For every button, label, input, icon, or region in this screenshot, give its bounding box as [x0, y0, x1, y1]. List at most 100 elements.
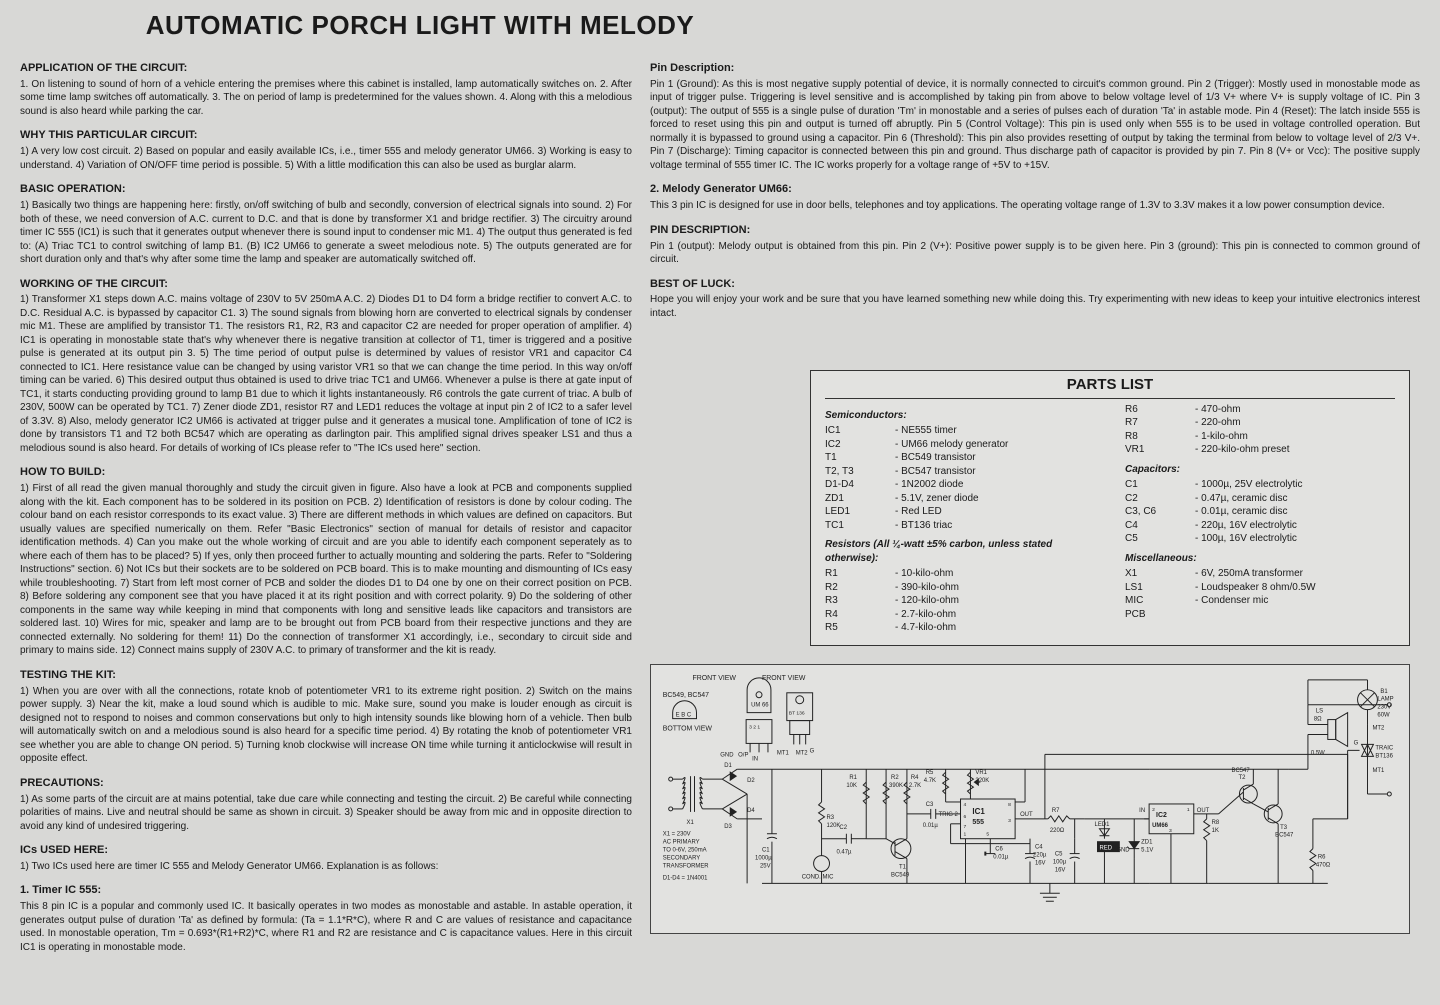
parts-val — [1195, 608, 1395, 622]
parts-row: T2, T3- BC547 transistor — [825, 465, 1095, 479]
parts-row: C1- 1000µ, 25V electrolytic — [1125, 478, 1395, 492]
svg-text:1: 1 — [963, 831, 966, 837]
svg-text:RED: RED — [1099, 845, 1112, 851]
parts-ref: IC1 — [825, 424, 895, 438]
parts-ref: R2 — [825, 581, 895, 595]
svg-text:IC1: IC1 — [972, 807, 985, 816]
parts-misc-head: Miscellaneous: — [1125, 552, 1395, 566]
svg-text:230V: 230V — [1377, 704, 1391, 710]
svg-text:BC549: BC549 — [891, 872, 910, 878]
svg-text:390K: 390K — [889, 783, 903, 789]
svg-text:2: 2 — [1152, 807, 1155, 813]
svg-text:T1: T1 — [899, 864, 907, 870]
svg-text:16V: 16V — [1035, 860, 1046, 866]
parts-left-col: Semiconductors: IC1- NE555 timerIC2- UM6… — [825, 403, 1095, 635]
parts-ref: R4 — [825, 608, 895, 622]
section-heading-testing: TESTING THE KIT: — [20, 668, 632, 683]
parts-val: - BC547 transistor — [895, 465, 1095, 479]
parts-val: - NE555 timer — [895, 424, 1095, 438]
body-testing: 1) When you are over with all the connec… — [20, 685, 632, 766]
parts-right-col: R6- 470-ohmR7- 220-ohmR8- 1-kilo-ohmVR1-… — [1125, 403, 1395, 635]
parts-val: - 470-ohm — [1195, 403, 1395, 417]
parts-val: - 6V, 250mA transformer — [1195, 567, 1395, 581]
schematic-in: IN — [752, 756, 758, 762]
parts-val: - 2.7-kilo-ohm — [895, 608, 1095, 622]
parts-ref: LS1 — [1125, 581, 1195, 595]
body-ics: 1) Two ICs used here are timer IC 555 an… — [20, 860, 632, 874]
parts-val: - 120-kilo-ohm — [895, 594, 1095, 608]
section-heading-working: WORKING OF THE CIRCUIT: — [20, 277, 632, 292]
parts-val: - 220-kilo-ohm preset — [1195, 443, 1395, 457]
svg-text:120K: 120K — [827, 823, 841, 829]
parts-row: VR1- 220-kilo-ohm preset — [1125, 443, 1395, 457]
svg-text:1K: 1K — [1212, 827, 1219, 833]
body-pindesc: Pin 1 (Ground): As this is most negative… — [650, 78, 1420, 173]
svg-text:16V: 16V — [1055, 867, 1066, 873]
schematic-op: O/P — [738, 752, 748, 758]
parts-val: - Condenser mic — [1195, 594, 1395, 608]
section-heading-555: 1. Timer IC 555: — [20, 883, 632, 898]
svg-text:100µ: 100µ — [1053, 859, 1067, 865]
svg-text:1000µ: 1000µ — [755, 855, 772, 861]
schematic-g: G — [810, 748, 815, 754]
svg-text:C1: C1 — [762, 847, 770, 853]
section-heading-precautions: PRECAUTIONS: — [20, 776, 632, 791]
svg-text:SECONDARY: SECONDARY — [663, 855, 701, 861]
parts-list-box: PARTS LIST Semiconductors: IC1- NE555 ti… — [810, 370, 1410, 645]
svg-text:C6: C6 — [995, 846, 1003, 852]
svg-text:MT2: MT2 — [1372, 725, 1384, 731]
svg-text:C3: C3 — [926, 802, 934, 808]
svg-text:D2: D2 — [747, 778, 755, 784]
parts-row: R2- 390-kilo-ohm — [825, 581, 1095, 595]
svg-text:5.1V: 5.1V — [1141, 847, 1153, 853]
body-why: 1) A very low cost circuit. 2) Based on … — [20, 145, 632, 172]
parts-ref: IC2 — [825, 438, 895, 452]
svg-text:G: G — [1354, 740, 1359, 746]
svg-text:3: 3 — [1008, 818, 1011, 824]
right-column: Pin Description: Pin 1 (Ground): As this… — [650, 51, 1420, 958]
svg-text:TRANSFORMER: TRANSFORMER — [663, 863, 710, 869]
parts-row: C2- 0.47µ, ceramic disc — [1125, 492, 1395, 506]
parts-ref: R7 — [1125, 416, 1195, 430]
parts-cap-head: Capacitors: — [1125, 463, 1395, 477]
svg-text:BT136: BT136 — [1375, 753, 1393, 759]
parts-row: R6- 470-ohm — [1125, 403, 1395, 417]
parts-ref: R6 — [1125, 403, 1195, 417]
svg-text:LS: LS — [1316, 708, 1323, 714]
svg-text:220Ω: 220Ω — [1050, 827, 1065, 833]
svg-text:TRIG 2: TRIG 2 — [939, 812, 958, 818]
parts-ref: C1 — [1125, 478, 1195, 492]
parts-row: R1- 10-kilo-ohm — [825, 567, 1095, 581]
parts-ref: R1 — [825, 567, 895, 581]
svg-text:1: 1 — [1187, 807, 1190, 813]
parts-val: - 100µ, 16V electrolytic — [1195, 532, 1395, 546]
parts-row: C4- 220µ, 16V electrolytic — [1125, 519, 1395, 533]
schematic-gnd: GND — [720, 752, 733, 758]
parts-ref: PCB — [1125, 608, 1195, 622]
parts-row: ZD1- 5.1V, zener diode — [825, 492, 1095, 506]
parts-val: - 0.01µ, ceramic disc — [1195, 505, 1395, 519]
parts-val: - BT136 triac — [895, 519, 1095, 533]
svg-text:6: 6 — [963, 814, 966, 820]
schematic-label: FRONT VIEW — [762, 675, 806, 682]
svg-text:OUT: OUT — [1197, 808, 1210, 814]
svg-text:OUT: OUT — [1020, 812, 1033, 818]
svg-text:0.47µ: 0.47µ — [836, 849, 852, 855]
parts-row: IC1- NE555 timer — [825, 424, 1095, 438]
parts-val: - UM66 melody generator — [895, 438, 1095, 452]
svg-text:4: 4 — [963, 802, 966, 808]
parts-ref: C4 — [1125, 519, 1195, 533]
section-heading-ics: ICs USED HERE: — [20, 843, 632, 858]
svg-text:VR1: VR1 — [975, 770, 987, 776]
left-column: APPLICATION OF THE CIRCUIT: 1. On listen… — [20, 51, 632, 958]
parts-list-title: PARTS LIST — [825, 375, 1395, 398]
parts-row: LS1- Loudspeaker 8 ohm/0.5W — [1125, 581, 1395, 595]
parts-ref: R5 — [825, 621, 895, 635]
svg-text:C2: C2 — [839, 824, 847, 830]
svg-text:D1: D1 — [724, 763, 732, 769]
body-555: This 8 pin IC is a popular and commonly … — [20, 900, 632, 954]
body-um66: This 3 pin IC is designed for use in doo… — [650, 199, 1420, 213]
svg-text:2.7K: 2.7K — [909, 783, 921, 789]
section-heading-application: APPLICATION OF THE CIRCUIT: — [20, 61, 632, 76]
parts-val: - 220-ohm — [1195, 416, 1395, 430]
